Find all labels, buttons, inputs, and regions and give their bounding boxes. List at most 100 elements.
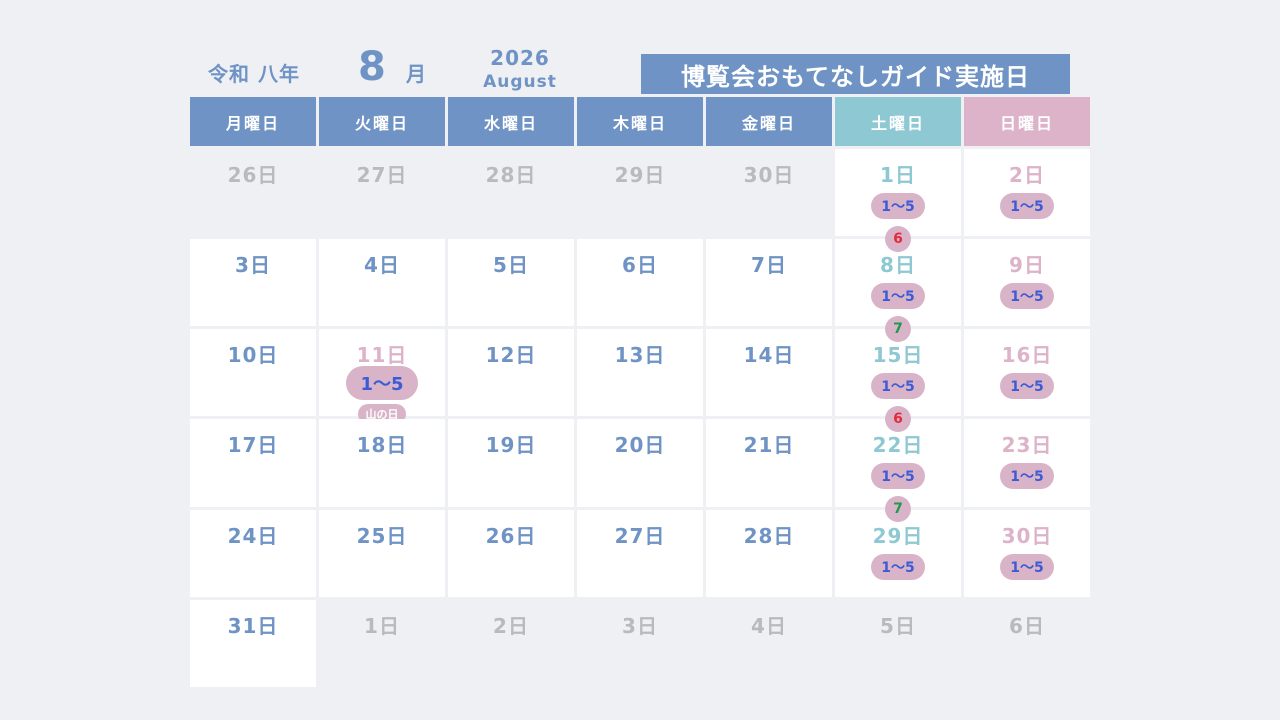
calendar-day-cell: 16日 1～5 xyxy=(964,329,1090,417)
day-number: 30日 xyxy=(1001,523,1053,548)
calendar-day-cell: 17日 xyxy=(190,419,316,507)
calendar-day-cell: 3日 xyxy=(577,600,703,687)
calendar-day-cell: 27日 xyxy=(319,149,445,236)
calendar-day-cell: 4日 xyxy=(319,239,445,327)
weekday-header-sun: 日曜日 xyxy=(964,97,1090,146)
calendar-day-cell: 30日 xyxy=(706,149,832,236)
day-number: 18日 xyxy=(356,433,408,458)
calendar-day-cell: 22日 1～5 7 xyxy=(835,419,961,523)
calendar-day-cell: 1日 xyxy=(319,600,445,687)
weekday-header-tue: 火曜日 xyxy=(319,97,445,146)
day-number: 27日 xyxy=(614,523,666,548)
calendar-day-cell: 25日 xyxy=(319,509,445,597)
day-number: 19日 xyxy=(485,433,537,458)
day-number: 13日 xyxy=(614,343,666,368)
day-number: 11日 xyxy=(356,343,408,368)
day-number: 3日 xyxy=(622,613,658,638)
calendar-day-cell: 7日 xyxy=(706,239,832,327)
day-number: 2日 xyxy=(493,613,529,638)
calendar-day-cell: 8日 1～5 7 xyxy=(835,239,961,343)
guide-session-badge: 1～5 xyxy=(1000,463,1054,490)
day-number: 30日 xyxy=(743,163,795,187)
day-number: 5日 xyxy=(880,613,916,638)
day-number: 8日 xyxy=(880,253,916,278)
guide-session-badge: 1～5 xyxy=(1000,193,1054,219)
month-label: 月 xyxy=(406,62,426,86)
day-number: 17日 xyxy=(227,433,279,458)
month-number: 8 xyxy=(358,44,386,90)
month-calendar-grid: 月曜日 火曜日 水曜日 木曜日 金曜日 土曜日 日曜日 26日 27日 28日 29日 30日 1日 1～… xyxy=(190,97,1090,687)
day-number: 6日 xyxy=(622,253,658,278)
day-number: 29日 xyxy=(614,163,666,187)
day-number: 7日 xyxy=(751,253,787,278)
day-number: 16日 xyxy=(1001,343,1053,368)
day-number: 10日 xyxy=(227,343,279,368)
guide-session-badge: 1～5 xyxy=(871,193,925,219)
english-month: August xyxy=(483,72,557,92)
calendar-day-cell: 2日 1～5 xyxy=(964,149,1090,237)
day-number: 9日 xyxy=(1009,253,1045,278)
day-number: 2日 xyxy=(1009,163,1045,187)
calendar-day-cell: 24日 xyxy=(190,509,316,597)
calendar-day-cell: 31日 xyxy=(190,599,316,687)
calendar-day-cell: 29日 xyxy=(577,149,703,236)
calendar-day-cell: 30日 1～5 xyxy=(964,509,1090,597)
calendar-title-banner: 博覧会おもてなしガイド実施日 xyxy=(641,54,1070,94)
calendar-day-cell: 11日 1～5 山の日 xyxy=(319,329,445,425)
calendar-day-cell: 2日 xyxy=(448,600,574,687)
calendar-day-cell: 21日 xyxy=(706,419,832,507)
western-year: 2026 xyxy=(490,46,550,70)
day-number: 15日 xyxy=(872,343,924,368)
day-number: 1日 xyxy=(364,613,400,638)
extra-session-marker: 7 xyxy=(885,496,911,523)
calendar-day-cell: 20日 xyxy=(577,419,703,507)
day-number: 6日 xyxy=(1009,613,1045,638)
calendar-day-cell: 26日 xyxy=(448,509,574,597)
holiday-label: 山の日 xyxy=(358,404,406,425)
day-number: 28日 xyxy=(743,523,795,548)
calendar-day-cell: 6日 xyxy=(964,600,1090,687)
day-number: 14日 xyxy=(743,343,795,368)
calendar-day-cell: 26日 xyxy=(190,149,316,236)
day-number: 22日 xyxy=(872,433,924,458)
day-number: 27日 xyxy=(356,163,408,187)
day-number: 29日 xyxy=(872,523,924,548)
day-number: 28日 xyxy=(485,163,537,187)
guide-session-badge: 1～5 xyxy=(346,366,418,401)
calendar-day-cell: 5日 xyxy=(835,600,961,687)
guide-session-badge: 1～5 xyxy=(1000,373,1054,400)
day-number: 4日 xyxy=(751,613,787,638)
weekday-header-wed: 水曜日 xyxy=(448,97,574,146)
day-number: 25日 xyxy=(356,523,408,548)
calendar-day-cell: 28日 xyxy=(448,149,574,236)
day-number: 1日 xyxy=(880,163,916,187)
guide-session-badge: 1～5 xyxy=(871,553,925,580)
weekday-header-fri: 金曜日 xyxy=(706,97,832,146)
extra-session-marker: 7 xyxy=(885,316,911,343)
calendar-day-cell: 6日 xyxy=(577,239,703,327)
calendar-day-cell: 23日 1～5 xyxy=(964,419,1090,507)
day-number: 5日 xyxy=(493,253,529,278)
guide-session-badge: 1～5 xyxy=(1000,553,1054,580)
day-number: 20日 xyxy=(614,433,666,458)
day-number: 12日 xyxy=(485,343,537,368)
calendar-day-cell: 5日 xyxy=(448,239,574,327)
era-year-label: 令和 八年 xyxy=(208,62,300,86)
day-number: 23日 xyxy=(1001,433,1053,458)
calendar-day-cell: 4日 xyxy=(706,600,832,687)
day-number: 4日 xyxy=(364,253,400,278)
day-number: 31日 xyxy=(227,613,279,638)
calendar-day-cell: 10日 xyxy=(190,329,316,417)
calendar-day-cell: 29日 1～5 xyxy=(835,509,961,597)
guide-session-badge: 1～5 xyxy=(871,283,925,310)
weekday-header-mon: 月曜日 xyxy=(190,97,316,146)
calendar-day-cell: 13日 xyxy=(577,329,703,417)
extra-session-marker: 6 xyxy=(885,226,911,252)
weekday-header-thu: 木曜日 xyxy=(577,97,703,146)
calendar-day-cell: 28日 xyxy=(706,509,832,597)
extra-session-marker: 6 xyxy=(885,406,911,433)
calendar-day-cell: 3日 xyxy=(190,239,316,327)
calendar-day-cell: 19日 xyxy=(448,419,574,507)
day-number: 26日 xyxy=(485,523,537,548)
calendar-day-cell: 14日 xyxy=(706,329,832,417)
